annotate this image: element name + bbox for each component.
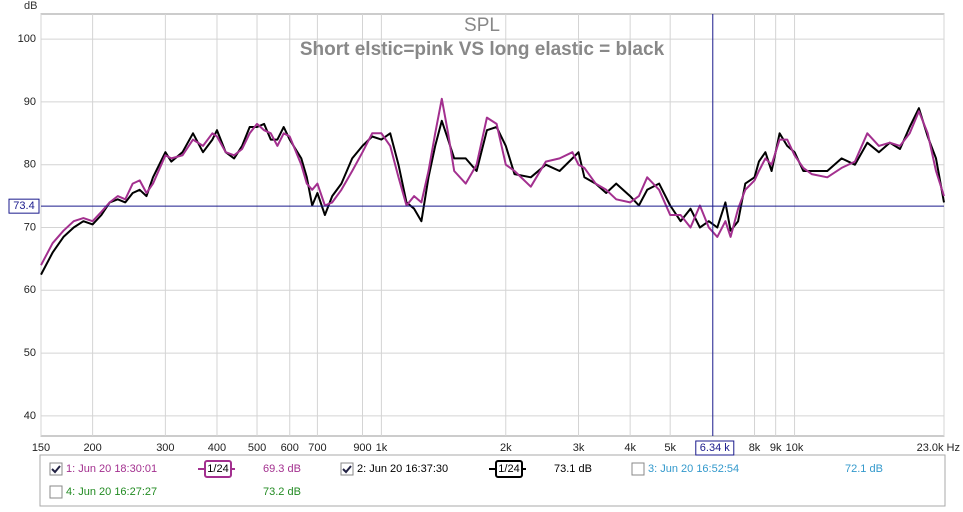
x-tick-label: 400 bbox=[208, 442, 226, 454]
x-tick-label: 500 bbox=[248, 442, 266, 454]
legend-checkbox[interactable] bbox=[49, 485, 63, 499]
x-tick-label: 4k bbox=[624, 442, 636, 454]
y-tick-label: 60 bbox=[24, 284, 36, 296]
x-tick-label: 200 bbox=[83, 442, 101, 454]
series-line bbox=[40, 97, 945, 266]
smoothing-box[interactable] bbox=[204, 460, 232, 478]
plot-lines bbox=[40, 97, 945, 276]
y-tick-label: 70 bbox=[24, 221, 36, 233]
chart-title: SPL bbox=[464, 15, 500, 36]
legend-readout: 69.3 dB bbox=[263, 463, 301, 475]
x-tick-label: 9k bbox=[770, 442, 782, 454]
y-tick-label: 90 bbox=[24, 96, 36, 108]
x-tick-label: 1k bbox=[376, 442, 388, 454]
legend-check bbox=[342, 465, 352, 474]
x-tick-label: 900 bbox=[353, 442, 371, 454]
x-tick-label: 150 bbox=[32, 442, 50, 454]
legend: 1: Jun 20 18:30:01 1/24 69.3 dB 2: Jun 20 1… bbox=[49, 460, 883, 499]
x-tick-label: 3k bbox=[573, 442, 585, 454]
x-tick-label: 300 bbox=[156, 442, 174, 454]
y-tick-label: 80 bbox=[24, 159, 36, 171]
x-tick-label: 23.0k Hz bbox=[917, 442, 960, 454]
smoothing-box[interactable] bbox=[495, 460, 523, 478]
x-tick-label: 700 bbox=[308, 442, 326, 454]
x-tick-label: 600 bbox=[281, 442, 299, 454]
y-tick-label: 40 bbox=[24, 410, 36, 422]
legend-checkbox[interactable] bbox=[631, 462, 645, 476]
cursor-x-box bbox=[695, 440, 735, 456]
legend-readout: 73.2 dB bbox=[263, 486, 301, 498]
chart-subtitle: Short elstic=pink VS long elastic = blac… bbox=[300, 39, 665, 60]
legend-checkbox[interactable] bbox=[49, 462, 63, 476]
legend-box bbox=[39, 454, 946, 507]
legend-name: 2: Jun 20 16:37:30 bbox=[357, 463, 448, 475]
legend-name: 3: Jun 20 16:52:54 bbox=[648, 463, 739, 475]
y-tick-label: 50 bbox=[24, 347, 36, 359]
x-tick-label: 5k bbox=[664, 442, 676, 454]
legend-readout: 72.1 dB bbox=[845, 463, 883, 475]
grid bbox=[40, 14, 945, 436]
legend-checkbox[interactable] bbox=[340, 462, 354, 476]
plot-area bbox=[40, 13, 945, 437]
y-tick-label: 100 bbox=[18, 33, 36, 45]
legend-name: 1: Jun 20 18:30:01 bbox=[66, 463, 157, 475]
cursor-y-label: 73.4 bbox=[13, 200, 34, 212]
x-tick-label: 10k bbox=[786, 442, 804, 454]
y-axis-unit: dB bbox=[24, 0, 37, 12]
smoothing-label: 1/24 bbox=[498, 463, 519, 475]
cursor-x-label: 6.34 k bbox=[700, 442, 730, 454]
legend-name: 4: Jun 20 16:27:27 bbox=[66, 486, 157, 498]
x-tick-label: 2k bbox=[500, 442, 512, 454]
legend-check bbox=[51, 465, 61, 474]
legend-readout: 73.1 dB bbox=[554, 463, 592, 475]
cursor-y-box bbox=[8, 198, 40, 214]
smoothing-label: 1/24 bbox=[207, 463, 228, 475]
x-tick-label: 8k bbox=[749, 442, 761, 454]
